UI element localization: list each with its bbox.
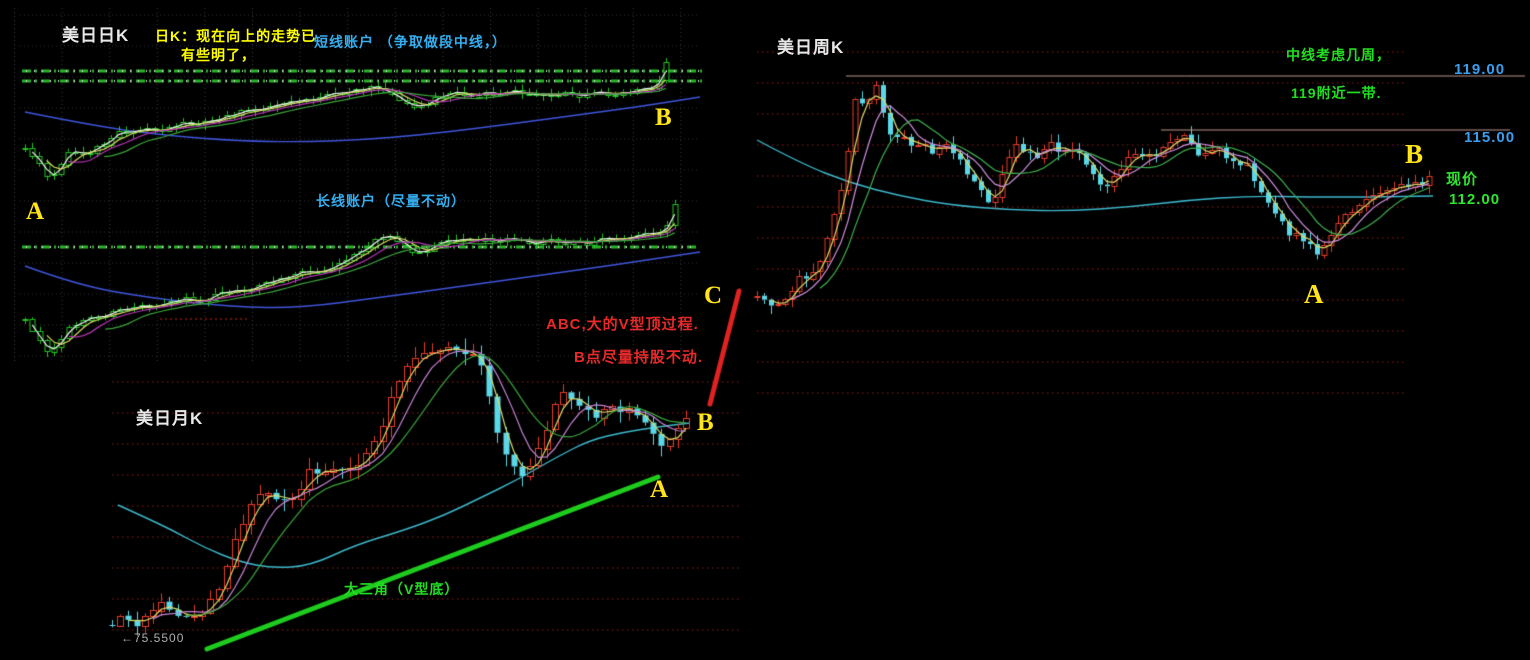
midline-note-line1: 中线考虑几周， xyxy=(1286,47,1391,63)
point-b-weekly: B xyxy=(1405,139,1424,169)
daily-chart-title: 美日日K xyxy=(62,26,130,45)
short-account-note: 短线账户 （争取做段中线，） xyxy=(314,34,507,50)
daily-note-line1: 日K：现在向上的走势已 xyxy=(155,28,317,44)
price-115-label: 115.00 xyxy=(1464,129,1516,146)
price-119-label: 119.00 xyxy=(1454,61,1506,78)
point-c-label: C xyxy=(704,282,723,309)
triangle-note: 大三角（V型底） xyxy=(344,581,460,597)
point-b-daily: B xyxy=(655,104,672,131)
price-112-label: 112.00 xyxy=(1449,191,1501,208)
point-a-daily: A xyxy=(26,198,45,225)
point-a-weekly: A xyxy=(1304,279,1324,309)
vtop-note-line1: ABC,大的V型顶过程. xyxy=(546,316,699,333)
point-b-monthly: B xyxy=(697,409,714,436)
vtop-note-line2: B点尽量持股不动. xyxy=(574,349,704,366)
price-low-label: ←75.5500 xyxy=(121,631,185,645)
midline-note-line2: 119附近一带. xyxy=(1291,85,1382,101)
current-price-label: 现价 xyxy=(1446,171,1479,188)
weekly-chart-title: 美日周K xyxy=(777,38,845,57)
daily-note-line2: 有些明了， xyxy=(181,47,256,63)
long-account-note: 长线账户（尽量不动） xyxy=(316,193,466,209)
point-a-monthly: A xyxy=(650,476,669,503)
monthly-chart-title: 美日月K xyxy=(136,409,204,428)
